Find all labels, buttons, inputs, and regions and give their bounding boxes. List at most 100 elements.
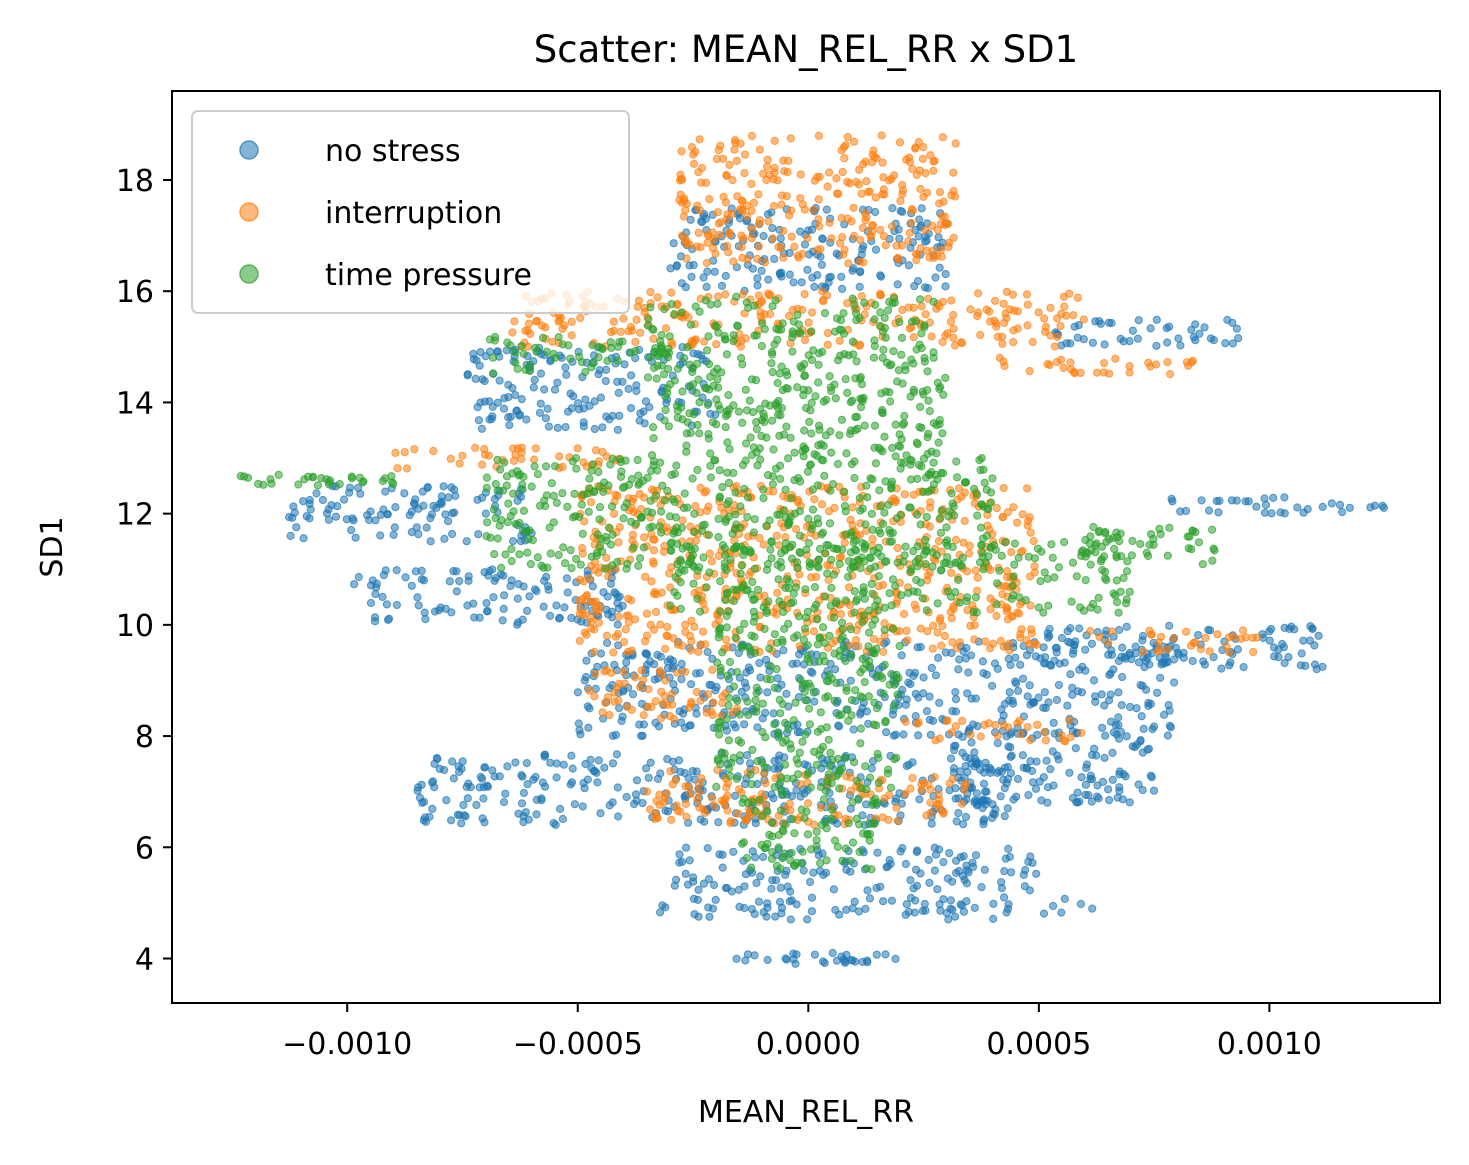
data-point [970, 621, 979, 630]
data-point [601, 698, 610, 707]
data-point [753, 461, 762, 470]
data-point [499, 404, 509, 413]
data-point [947, 296, 956, 305]
data-point [626, 348, 636, 357]
data-point [1104, 638, 1113, 647]
data-point [750, 564, 759, 574]
data-point [943, 874, 952, 883]
data-point [768, 416, 777, 425]
data-point [566, 780, 575, 789]
data-point [622, 564, 631, 573]
data-point [788, 540, 797, 549]
data-point [770, 630, 780, 639]
data-point [779, 253, 788, 262]
data-point [829, 613, 839, 622]
data-point [819, 456, 828, 465]
data-point [1007, 868, 1016, 877]
data-point [663, 486, 672, 495]
data-point [929, 480, 939, 489]
data-point [738, 418, 747, 427]
data-point [944, 512, 953, 521]
data-point [850, 758, 859, 767]
data-point [570, 489, 579, 498]
data-point [923, 571, 933, 580]
data-point [1005, 646, 1014, 655]
data-point [643, 702, 652, 711]
data-point [764, 289, 773, 298]
data-point [771, 912, 780, 921]
data-point [812, 760, 822, 769]
data-point [734, 407, 744, 416]
data-point [459, 800, 468, 810]
data-point [653, 650, 662, 660]
data-point [1165, 523, 1174, 532]
data-point [1269, 493, 1278, 502]
data-point [706, 473, 716, 482]
data-point [480, 444, 489, 454]
data-point [951, 707, 961, 716]
data-point [958, 871, 968, 881]
data-point [605, 711, 614, 720]
data-point [454, 762, 463, 771]
data-point [681, 667, 690, 676]
data-point [1170, 678, 1179, 687]
data-point [743, 493, 753, 502]
data-point [789, 278, 798, 287]
data-point [393, 464, 402, 473]
data-point [342, 515, 351, 524]
data-point [778, 319, 787, 328]
data-point [954, 665, 963, 674]
data-point [500, 591, 509, 600]
data-point [936, 614, 945, 623]
data-point [499, 798, 509, 807]
data-point [821, 693, 830, 702]
data-point [953, 473, 962, 482]
data-point [619, 687, 628, 696]
data-point [581, 759, 590, 769]
data-point [669, 239, 678, 248]
data-point [911, 143, 920, 152]
data-point [1043, 798, 1052, 807]
data-point [1009, 338, 1018, 347]
data-point [787, 232, 796, 241]
data-point [876, 502, 885, 511]
data-point [637, 731, 646, 741]
data-point [708, 244, 718, 253]
data-point [1270, 643, 1279, 652]
data-point [580, 628, 589, 637]
data-point [507, 544, 516, 554]
data-point [773, 588, 782, 597]
data-point [765, 516, 774, 525]
data-point [981, 787, 990, 797]
y-axis-label: SD1 [35, 516, 70, 577]
data-point [929, 348, 938, 357]
data-point [519, 349, 528, 359]
data-point [722, 566, 731, 575]
data-point [789, 716, 798, 725]
data-point [938, 429, 947, 438]
data-point [1113, 533, 1122, 542]
data-point [463, 601, 472, 610]
data-point [867, 509, 877, 518]
data-point [966, 305, 975, 314]
data-point [1044, 601, 1053, 610]
data-point [536, 369, 546, 378]
data-point [378, 476, 387, 486]
data-point [646, 657, 655, 666]
data-point [524, 535, 533, 544]
data-point [988, 681, 997, 691]
data-point [948, 638, 957, 647]
data-point [961, 478, 971, 487]
data-point [846, 398, 856, 407]
data-point [1090, 744, 1099, 753]
data-point [773, 335, 782, 344]
data-point [856, 236, 865, 245]
data-point [1187, 358, 1196, 367]
data-point [867, 579, 876, 589]
data-point [1094, 593, 1103, 602]
data-point [821, 431, 831, 440]
data-point [989, 914, 998, 924]
data-point [721, 883, 731, 893]
data-point [669, 634, 678, 643]
data-point [960, 516, 969, 526]
